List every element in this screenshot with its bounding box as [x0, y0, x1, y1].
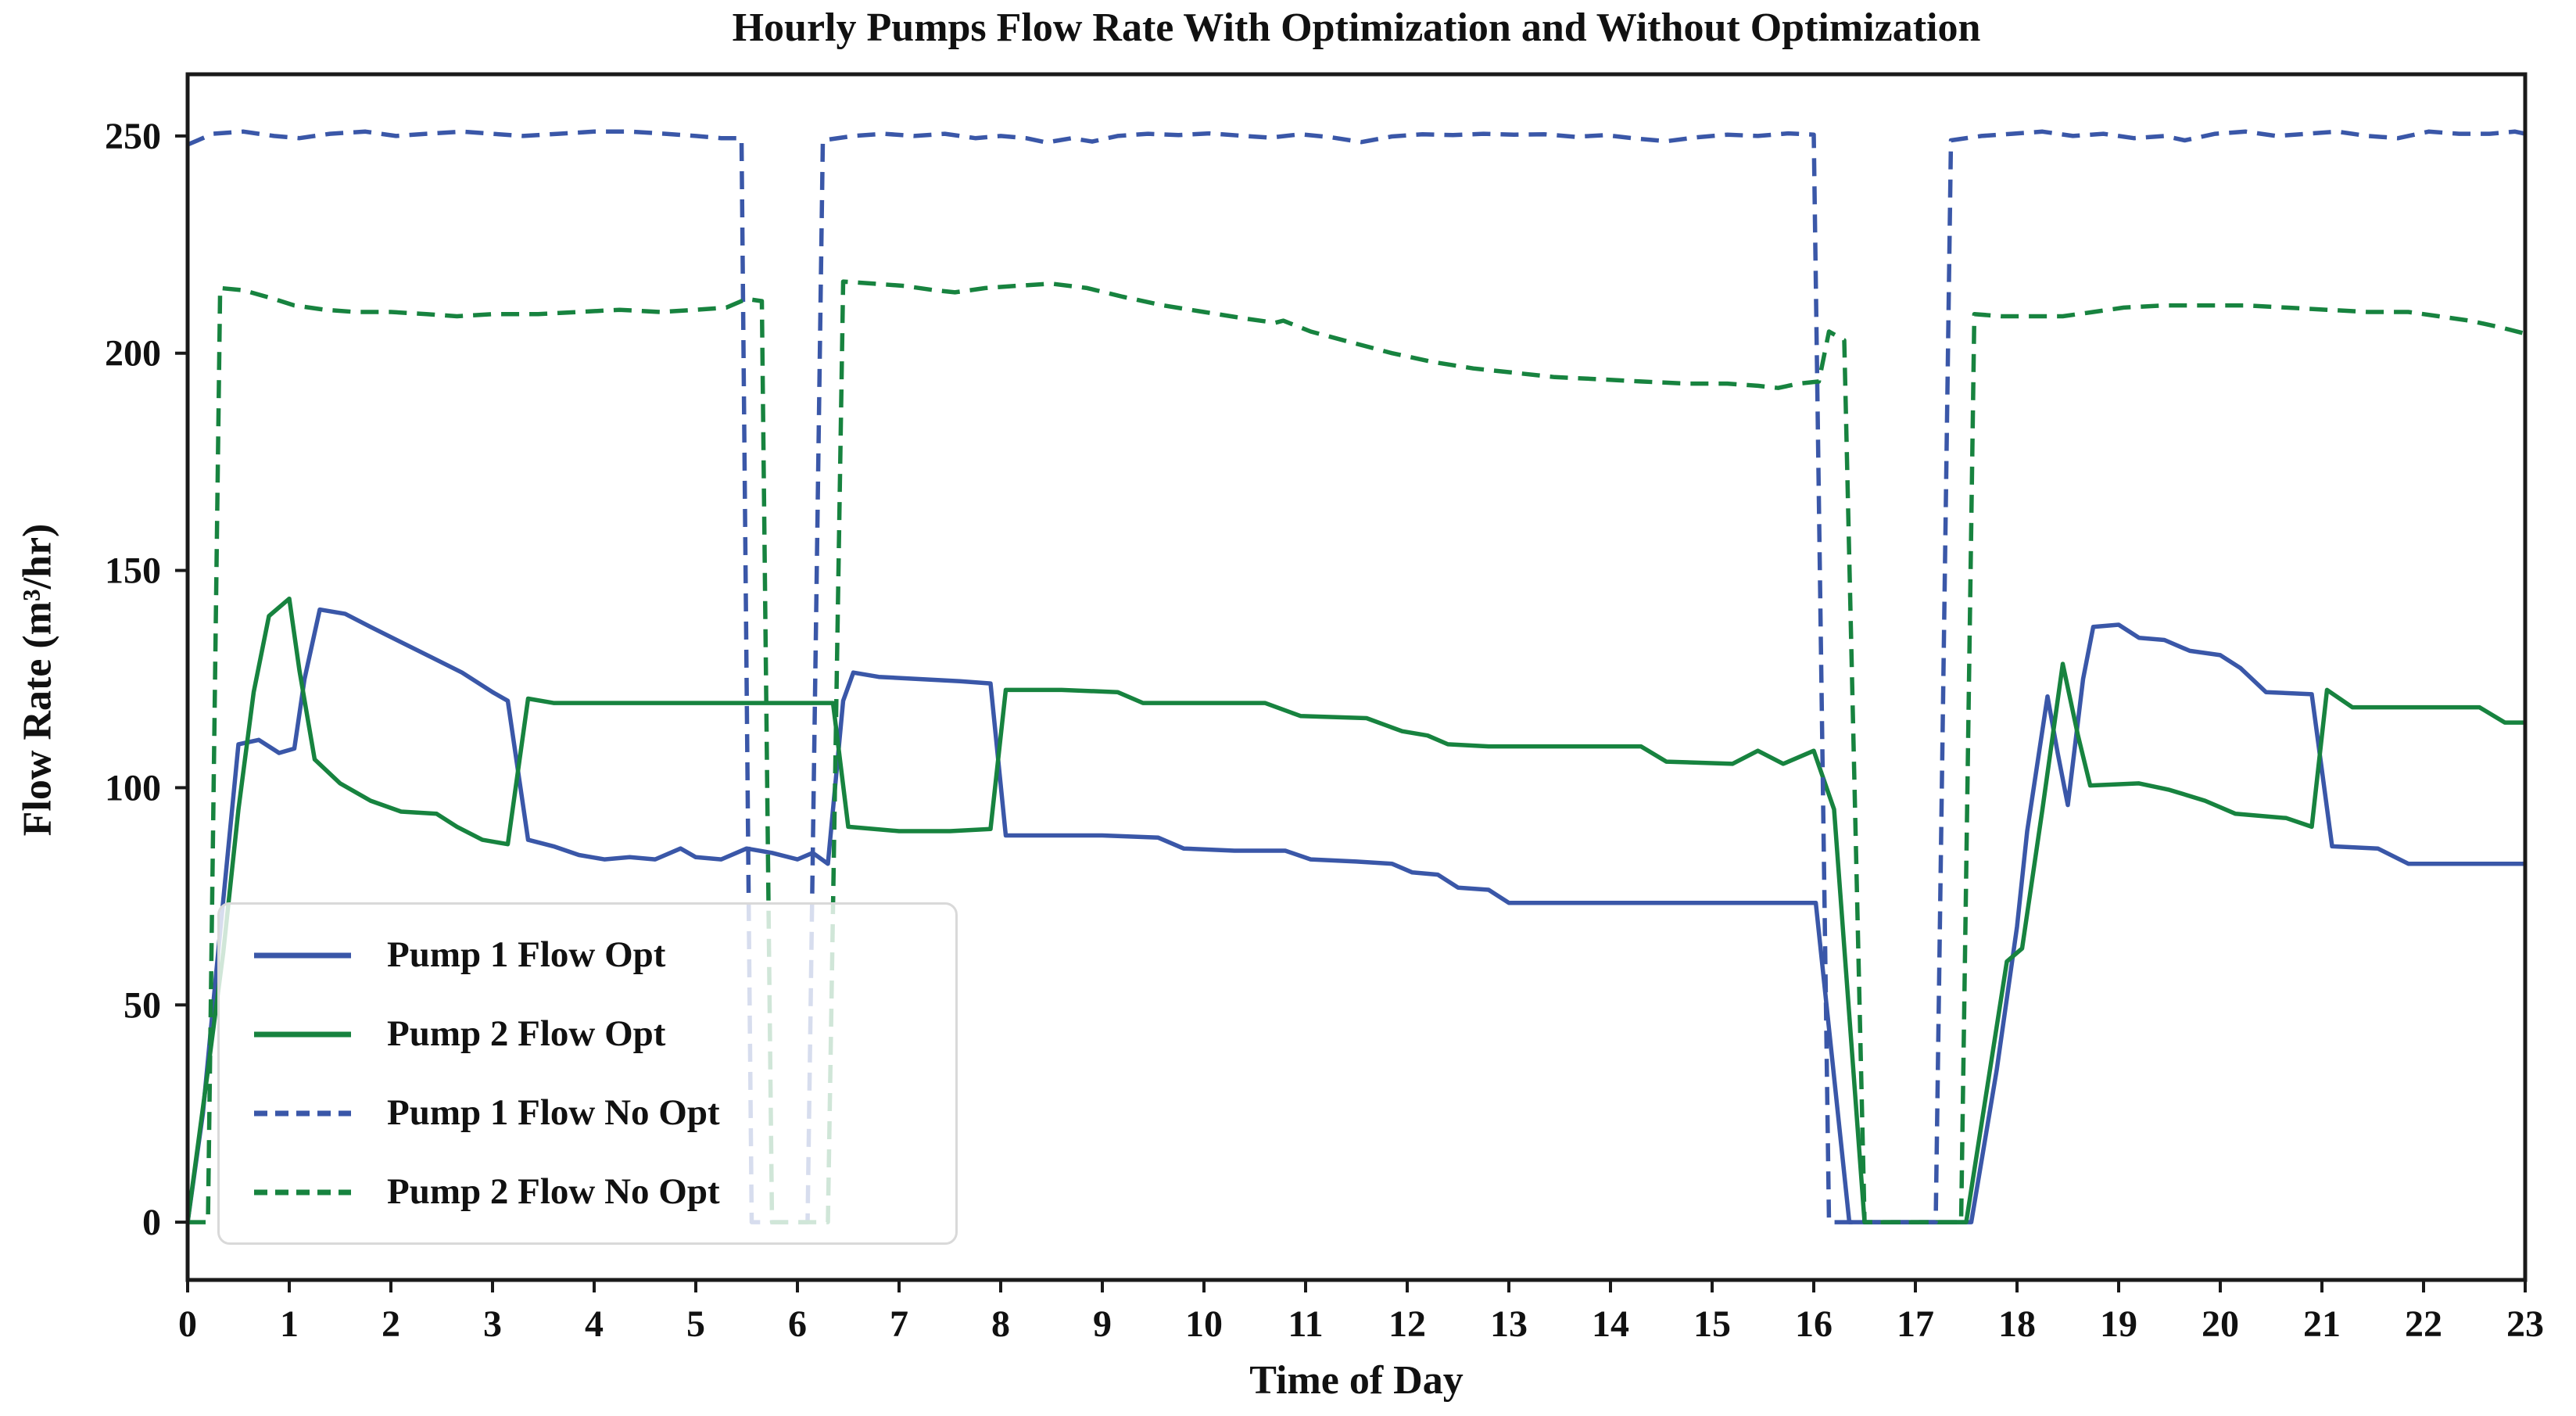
y-axis-label: Flow Rate (m³/hr)	[15, 523, 60, 837]
legend-line-pump1-noopt-icon	[254, 1110, 351, 1116]
y-tick-label: 250	[105, 116, 161, 157]
x-tick-label: 15	[1693, 1303, 1731, 1345]
legend-line-pump2-opt-icon	[254, 1031, 351, 1037]
chart-title: Hourly Pumps Flow Rate With Optimization…	[732, 5, 1981, 50]
y-tick-label: 50	[124, 984, 161, 1026]
x-tick-label: 23	[2506, 1303, 2544, 1345]
plot-spines	[185, 72, 2528, 1282]
series-line-pump-1-flow-no-opt	[186, 129, 2526, 1224]
y-tick-label: 0	[142, 1202, 161, 1243]
series-line-pump-2-flow-no-opt	[188, 279, 2526, 1224]
legend-box: Pump 1 Flow Opt Pump 2 Flow Opt Pump 1 F…	[217, 902, 958, 1245]
x-tick-label: 21	[2303, 1303, 2341, 1345]
x-tick-label: 3	[483, 1303, 502, 1345]
legend-label-pump2-opt: Pump 2 Flow Opt	[387, 1013, 666, 1054]
y-tick-label: 100	[105, 767, 161, 808]
legend-label-pump1-opt: Pump 1 Flow Opt	[387, 934, 666, 975]
x-tick-label: 18	[1998, 1303, 2036, 1345]
series-line-pump-1-flow-opt	[185, 607, 2525, 1224]
x-tick-label: 19	[2100, 1303, 2137, 1345]
legend-label-pump2-noopt: Pump 2 Flow No Opt	[387, 1171, 720, 1212]
x-axis-label: Time of Day	[1249, 1358, 1464, 1403]
x-tick-label: 4	[585, 1303, 604, 1345]
legend-label-pump1-noopt: Pump 1 Flow No Opt	[387, 1092, 720, 1133]
y-tick-label: 150	[105, 550, 161, 592]
x-tick-label: 8	[991, 1303, 1010, 1345]
legend-line-pump2-noopt-icon	[254, 1189, 351, 1195]
x-tick-label: 10	[1185, 1303, 1223, 1345]
y-tick-label: 200	[105, 333, 161, 375]
x-tick-label: 0	[178, 1303, 197, 1345]
x-tick-label: 20	[2202, 1303, 2239, 1345]
x-tick-label: 13	[1490, 1303, 1528, 1345]
x-tick-label: 2	[382, 1303, 400, 1345]
x-tick-label: 16	[1795, 1303, 1833, 1345]
x-tick-label: 11	[1288, 1303, 1323, 1345]
x-tick-label: 9	[1093, 1303, 1112, 1345]
x-tick-label: 5	[686, 1303, 705, 1345]
legend-row-pump2-opt: Pump 2 Flow Opt	[253, 1016, 940, 1052]
x-tick-label: 17	[1897, 1303, 1934, 1345]
legend-line-pump1-opt-icon	[254, 952, 351, 958]
x-tick-label: 12	[1388, 1303, 1426, 1345]
x-tick-label: 22	[2405, 1303, 2442, 1345]
x-tick-label: 6	[788, 1303, 807, 1345]
legend-row-pump1-opt: Pump 1 Flow Opt	[253, 937, 940, 973]
series-line-pump-2-flow-opt	[185, 596, 2525, 1224]
x-tick-label: 7	[890, 1303, 908, 1345]
legend-row-pump1-noopt: Pump 1 Flow No Opt	[253, 1095, 940, 1131]
x-tick-label: 1	[280, 1303, 299, 1345]
x-tick-label: 14	[1592, 1303, 1629, 1345]
legend-row-pump2-noopt: Pump 2 Flow No Opt	[253, 1174, 940, 1210]
